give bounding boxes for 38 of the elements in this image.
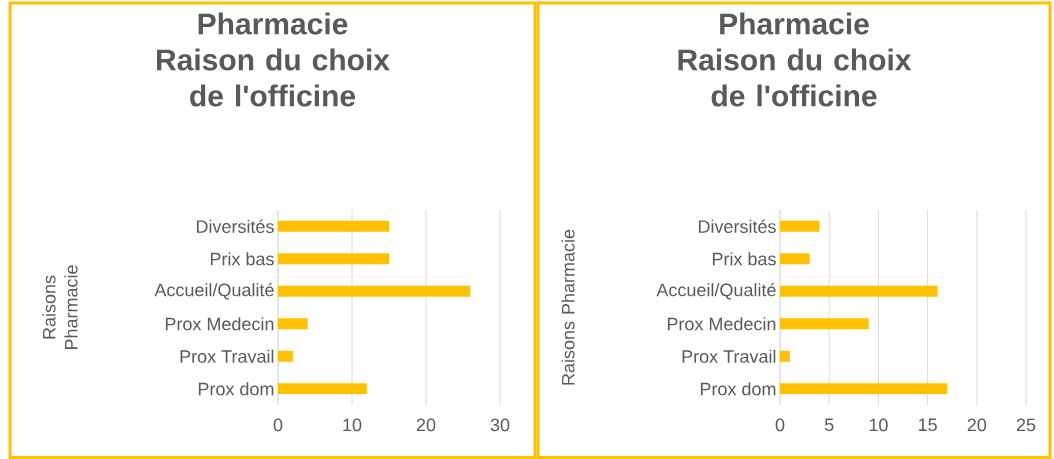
chart-title: Pharmacie Raison du choix de l'officine	[157, 12, 390, 107]
y-tick-label: Prox dom	[198, 382, 274, 396]
y-tick-label: Accueil/Qualité	[656, 282, 776, 300]
y-tick-label: Prix bas	[712, 252, 776, 266]
y-tick-label: Prox dom	[700, 382, 776, 396]
y-tick-label: Prox Medecin	[667, 317, 776, 331]
x-tick-label: 15	[918, 418, 937, 432]
y-tick-label: Accueil/Qualité	[154, 282, 274, 300]
x-tick-label: 10	[343, 418, 362, 432]
bar	[278, 220, 390, 232]
x-tick-label: 5	[824, 418, 834, 432]
bar	[278, 350, 293, 362]
y-tick-label: Diversités	[698, 219, 776, 233]
x-tick-label: 30	[490, 418, 510, 432]
y-axis-title: Raisons Pharmacie	[42, 265, 78, 350]
y-tick-label: Prox Travail	[682, 349, 776, 363]
y-tick-label: Prox Medecin	[165, 317, 274, 331]
x-tick-label: 0	[775, 418, 785, 432]
bar	[780, 285, 938, 297]
x-tick-label: 25	[1016, 418, 1036, 432]
bar	[278, 383, 367, 395]
y-tick-label: Diversités	[196, 219, 274, 233]
y-tick-label: Prix bas	[210, 252, 274, 266]
x-tick-label: 20	[416, 418, 436, 432]
bar	[780, 318, 869, 330]
bar	[780, 220, 820, 232]
bar	[780, 350, 790, 362]
chart-title: Pharmacie Raison du choix de l'officine	[678, 12, 912, 107]
bar	[780, 253, 810, 265]
y-tick-label: Prox Travail	[180, 349, 274, 363]
x-tick-label: 20	[967, 418, 987, 432]
x-tick-label: 0	[273, 418, 283, 432]
bar	[278, 285, 471, 297]
y-axis-title: Raisons Pharmacie	[561, 229, 575, 385]
x-tick-label: 10	[869, 418, 888, 432]
bar	[278, 253, 390, 265]
bar	[278, 318, 308, 330]
bar	[780, 383, 948, 395]
